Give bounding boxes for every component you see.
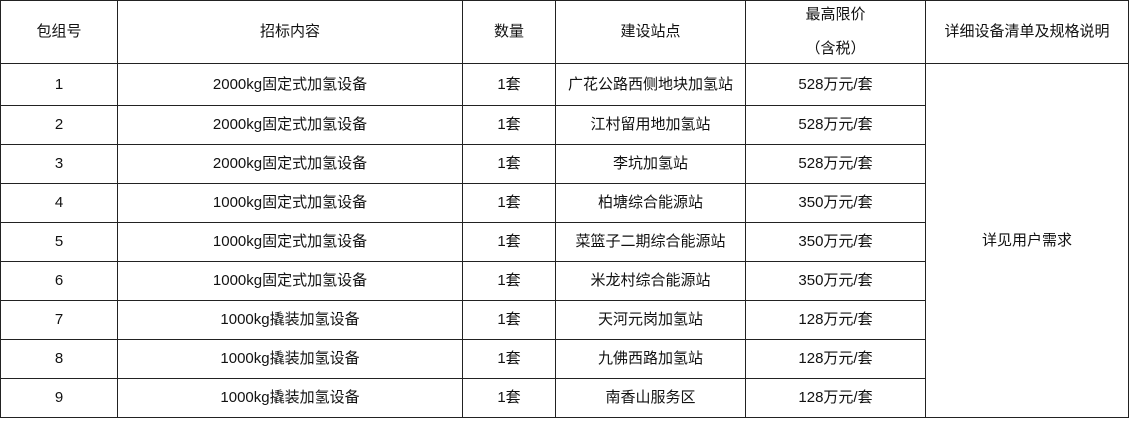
header-package-no: 包组号 [0,0,118,64]
cell-max-price: 528万元/套 [745,144,926,184]
cell-content: 1000kg撬装加氢设备 [117,378,463,418]
cell-site: 菜篮子二期综合能源站 [555,222,746,262]
cell-site: 米龙村综合能源站 [555,261,746,301]
table-row: 4 1000kg固定式加氢设备 1套 柏塘综合能源站 350万元/套 [0,183,1129,223]
header-max-price: 最高限价 （含税） [745,0,926,64]
cell-site: 南香山服务区 [555,378,746,418]
table-row: 5 1000kg固定式加氢设备 1套 菜篮子二期综合能源站 350万元/套 [0,222,1129,262]
cell-max-price: 350万元/套 [745,261,926,301]
cell-quantity: 1套 [462,105,556,145]
cell-content: 1000kg固定式加氢设备 [117,261,463,301]
cell-package-no: 7 [0,300,118,340]
cell-content: 1000kg固定式加氢设备 [117,183,463,223]
cell-content: 1000kg撬装加氢设备 [117,300,463,340]
cell-package-no: 1 [0,63,118,106]
header-site: 建设站点 [555,0,746,64]
cell-max-price: 350万元/套 [745,222,926,262]
cell-package-no: 6 [0,261,118,301]
cell-content: 2000kg固定式加氢设备 [117,63,463,106]
table-row: 6 1000kg固定式加氢设备 1套 米龙村综合能源站 350万元/套 [0,261,1129,301]
cell-max-price: 528万元/套 [745,63,926,106]
header-quantity: 数量 [462,0,556,64]
cell-package-no: 3 [0,144,118,184]
table-body: 1 2000kg固定式加氢设备 1套 广花公路西侧地块加氢站 528万元/套 详见用户需求… [0,63,1129,418]
header-max-price-label: 最高限价 [805,6,866,23]
cell-max-price: 528万元/套 [745,105,926,145]
header-max-price-note: （含税） [805,40,866,57]
cell-details: 详见用户需求 [925,63,1129,418]
cell-content: 1000kg撬装加氢设备 [117,339,463,379]
table-row: 2 2000kg固定式加氢设备 1套 江村留用地加氢站 528万元/套 [0,105,1129,145]
cell-site: 广花公路西侧地块加氢站 [555,63,746,106]
cell-quantity: 1套 [462,300,556,340]
cell-content: 1000kg固定式加氢设备 [117,222,463,262]
cell-site: 李坑加氢站 [555,144,746,184]
cell-quantity: 1套 [462,378,556,418]
cell-site: 柏塘综合能源站 [555,183,746,223]
cell-package-no: 8 [0,339,118,379]
cell-quantity: 1套 [462,144,556,184]
cell-package-no: 4 [0,183,118,223]
cell-site: 江村留用地加氢站 [555,105,746,145]
cell-max-price: 350万元/套 [745,183,926,223]
cell-site: 天河元岗加氢站 [555,300,746,340]
cell-quantity: 1套 [462,183,556,223]
cell-quantity: 1套 [462,63,556,106]
cell-quantity: 1套 [462,222,556,262]
table-row: 3 2000kg固定式加氢设备 1套 李坑加氢站 528万元/套 [0,144,1129,184]
cell-quantity: 1套 [462,339,556,379]
cell-quantity: 1套 [462,261,556,301]
cell-max-price: 128万元/套 [745,339,926,379]
header-row: 包组号 招标内容 数量 建设站点 最高限价 （含税） 详细设备清单及规格说明 [0,0,1129,64]
table-row: 7 1000kg撬装加氢设备 1套 天河元岗加氢站 128万元/套 [0,300,1129,340]
cell-package-no: 2 [0,105,118,145]
cell-site: 九佛西路加氢站 [555,339,746,379]
cell-max-price: 128万元/套 [745,378,926,418]
cell-content: 2000kg固定式加氢设备 [117,144,463,184]
header-content: 招标内容 [117,0,463,64]
cell-package-no: 9 [0,378,118,418]
table-row: 9 1000kg撬装加氢设备 1套 南香山服务区 128万元/套 [0,378,1129,418]
cell-package-no: 5 [0,222,118,262]
header-details: 详细设备清单及规格说明 [925,0,1129,64]
table-row: 1 2000kg固定式加氢设备 1套 广花公路西侧地块加氢站 528万元/套 详见用户需求 [0,63,1129,418]
cell-max-price: 128万元/套 [745,300,926,340]
cell-content: 2000kg固定式加氢设备 [117,105,463,145]
